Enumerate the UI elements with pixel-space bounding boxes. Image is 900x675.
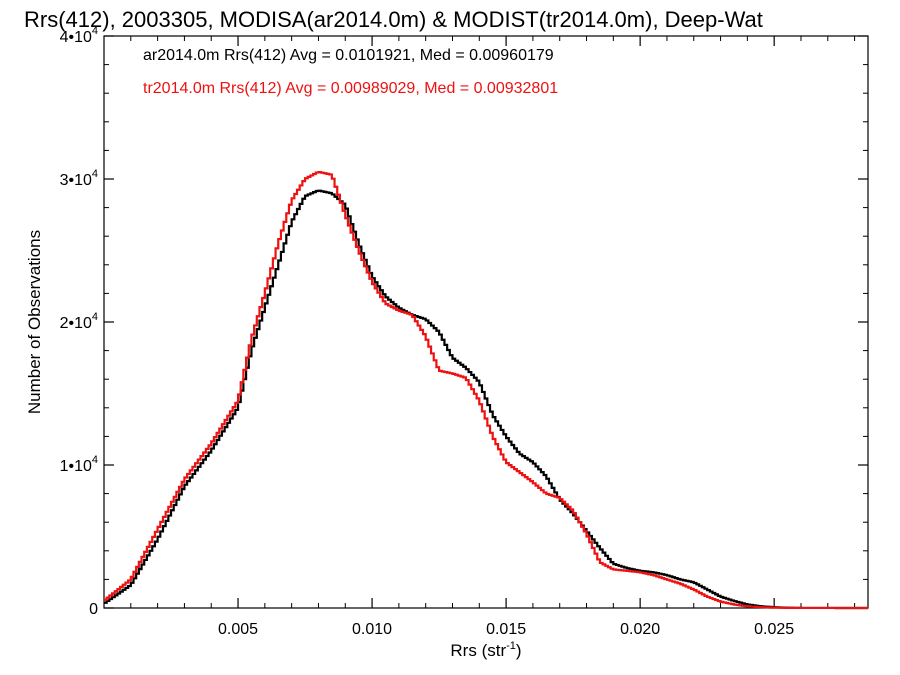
y-tick-label: 4•104 [60, 25, 98, 46]
y-tick-label-text: 3•10 [60, 172, 92, 189]
annotation-tr2014-stats: tr2014.0m Rrs(412) Avg = 0.00989029, Med… [143, 80, 558, 97]
y-tick-label-exponent: 4 [92, 454, 98, 466]
x-tick-label: 0.015 [486, 621, 526, 638]
x-tick-label: 0.010 [352, 621, 392, 638]
series-line-tr2014 [104, 171, 868, 610]
y-tick-label-text: 0 [89, 601, 98, 618]
y-tick-label-text: 1•10 [60, 458, 92, 475]
x-axis-title-superscript: -1 [506, 640, 516, 652]
x-axis-title-text: Rrs (str [450, 641, 506, 660]
x-tick-label: 0.025 [754, 621, 794, 638]
y-tick-label-exponent: 4 [92, 25, 98, 37]
x-axis-title: Rrs (str-1) [450, 640, 521, 660]
x-tick-label: 0.005 [218, 621, 258, 638]
x-axis-title-end: ) [516, 641, 522, 660]
y-tick-label: 0 [89, 601, 98, 618]
x-axis-ticks: 0.005 0.010 0.015 0.020 0.025 [130, 36, 856, 638]
annotation-ar2014-stats: ar2014.0m Rrs(412) Avg = 0.0101921, Med … [143, 47, 554, 64]
chart-title: Rrs(412), 2003305, MODISA(ar2014.0m) & M… [24, 7, 763, 32]
y-tick-label-exponent: 4 [92, 311, 98, 323]
y-tick-label-exponent: 4 [92, 168, 98, 180]
histogram-series [104, 171, 868, 610]
series-line-ar2014 [104, 189, 868, 610]
y-axis-title: Number of Observations [25, 230, 44, 414]
y-tick-label-text: 4•10 [60, 29, 92, 46]
y-tick-label: 1•104 [60, 454, 98, 475]
y-tick-label: 2•104 [60, 311, 98, 332]
y-tick-label: 3•104 [60, 168, 98, 189]
y-tick-label-text: 2•10 [60, 315, 92, 332]
x-tick-label: 0.020 [620, 621, 660, 638]
plot-frame [103, 35, 869, 609]
